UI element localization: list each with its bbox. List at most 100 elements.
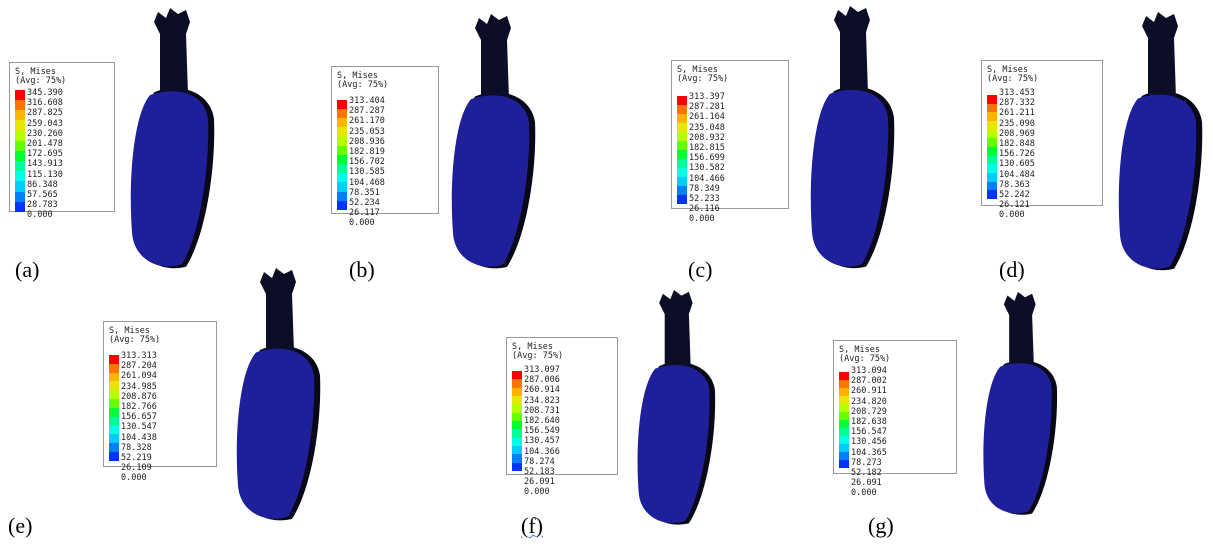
color-band <box>15 150 25 162</box>
legend-f: S, Mises (Avg: 75%) 313.097 287.006 260.91… <box>506 337 618 497</box>
color-band <box>109 443 119 453</box>
color-band <box>987 95 997 104</box>
color-band <box>109 355 119 364</box>
color-band <box>839 460 849 468</box>
color-band <box>677 158 687 168</box>
crown-mesh <box>983 363 1052 514</box>
crown-mesh <box>810 89 889 267</box>
color-band <box>337 127 347 137</box>
tooth-model-a <box>130 8 215 269</box>
color-band <box>677 113 687 123</box>
caption-b: (b) <box>349 257 375 282</box>
color-band <box>512 395 522 405</box>
post-shape <box>659 290 693 369</box>
caption-f: (f) <box>521 513 543 538</box>
color-band <box>512 412 522 421</box>
color-band <box>15 191 25 202</box>
color-bar <box>987 95 997 199</box>
color-band <box>15 181 25 192</box>
legend-e: S, Mises (Avg: 75%) 313.313 287.204 261.09… <box>103 321 217 483</box>
color-band <box>512 429 522 438</box>
tooth-model-b <box>451 14 536 269</box>
color-band <box>337 100 347 110</box>
legend-subtitle: (Avg: 75%) <box>677 74 729 84</box>
color-band <box>337 136 347 146</box>
color-band <box>15 100 25 111</box>
legend-subtitle: (Avg: 75%) <box>109 335 161 345</box>
color-band <box>512 420 522 430</box>
color-band <box>512 462 522 471</box>
color-band <box>677 122 687 132</box>
color-band <box>677 149 687 159</box>
color-band <box>987 112 997 121</box>
color-band <box>677 96 687 105</box>
caption-e: (e) <box>8 513 33 538</box>
legend-subtitle: (Avg: 75%) <box>987 74 1039 84</box>
legend-g: S, Mises (Avg: 75%) 313.094 287.002 260.91… <box>833 340 957 498</box>
legend-values: 345.390 316.608 287.825 259.043 230.260 201.4… <box>27 88 63 221</box>
post-shape <box>475 14 511 100</box>
color-band <box>15 120 25 131</box>
crown-mesh <box>236 348 315 519</box>
color-band <box>109 425 119 435</box>
color-band <box>512 454 522 463</box>
tooth-model-f <box>637 290 716 525</box>
color-band <box>839 388 849 396</box>
color-band <box>987 155 997 165</box>
color-band <box>15 201 25 212</box>
post-shape <box>1003 292 1036 367</box>
color-band <box>839 452 849 460</box>
color-band <box>987 164 997 173</box>
color-band <box>677 167 687 177</box>
color-band <box>512 371 522 380</box>
color-band <box>337 109 347 119</box>
crown-mesh <box>637 365 710 524</box>
color-band <box>512 387 522 396</box>
color-band <box>337 164 347 174</box>
color-bar <box>337 100 347 210</box>
color-band <box>839 428 849 436</box>
post-shape <box>1142 12 1178 99</box>
color-band <box>109 452 119 461</box>
post-shape <box>260 268 296 353</box>
crown-mesh <box>130 91 209 267</box>
color-bar <box>15 90 25 212</box>
legend-c: S, Mises (Avg: 75%) 313.397 287.281 261.16… <box>671 60 789 224</box>
color-band <box>15 171 25 182</box>
color-band <box>677 131 687 141</box>
post-shape <box>834 6 870 94</box>
color-band <box>987 172 997 182</box>
color-band <box>987 129 997 139</box>
color-band <box>839 436 849 444</box>
color-band <box>987 181 997 191</box>
legend-values: 313.453 287.332 261.211 235.090 208.969 182.8… <box>999 88 1035 221</box>
legend-subtitle: (Avg: 75%) <box>337 80 389 90</box>
legend-title: S, Mises <box>337 71 378 81</box>
color-band <box>512 379 522 388</box>
color-band <box>109 399 119 408</box>
legend-subtitle: (Avg: 75%) <box>512 351 564 361</box>
color-band <box>839 420 849 428</box>
color-band <box>15 130 25 141</box>
color-band <box>987 103 997 113</box>
color-band <box>109 434 119 444</box>
post-shape <box>154 8 190 96</box>
caption-a: (a) <box>15 257 40 282</box>
color-band <box>109 390 119 400</box>
color-band <box>109 416 119 426</box>
legend-a: S, Mises (Avg: 75%) 345.390 316.608 287.82… <box>9 62 115 220</box>
caption-g: (g) <box>868 513 894 538</box>
color-band <box>337 145 347 155</box>
caption-c: (c) <box>688 257 713 282</box>
color-bar <box>109 355 119 461</box>
legend-values: 313.097 287.006 260.914 234.823 208.731 182.6… <box>524 365 560 498</box>
color-band <box>337 154 347 165</box>
tooth-model-e <box>236 268 321 521</box>
color-band <box>512 445 522 455</box>
color-band <box>15 161 25 172</box>
legend-d: S, Mises (Avg: 75%) 313.453 287.332 261.21… <box>981 60 1103 220</box>
color-band <box>987 138 997 147</box>
color-band <box>109 407 119 417</box>
color-band <box>839 380 849 388</box>
legend-title: S, Mises <box>677 65 718 75</box>
